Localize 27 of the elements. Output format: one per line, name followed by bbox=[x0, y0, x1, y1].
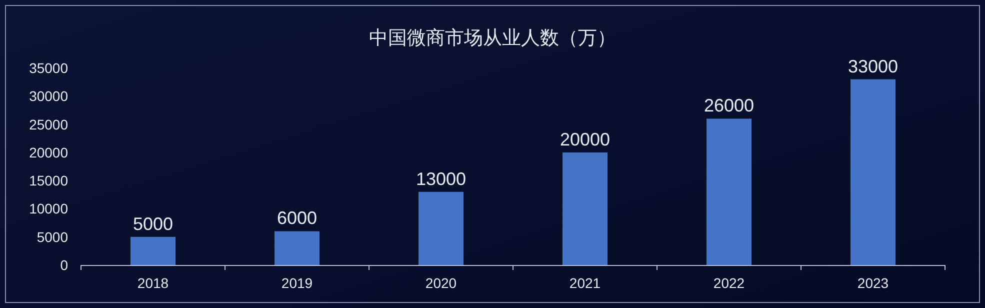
x-tick-label: 2019 bbox=[281, 275, 313, 291]
x-tick-label: 2022 bbox=[713, 275, 745, 291]
bar bbox=[850, 79, 896, 265]
y-tick-label: 25000 bbox=[29, 116, 68, 132]
x-tick-label: 2023 bbox=[857, 275, 889, 291]
x-tick-label: 2021 bbox=[569, 275, 601, 291]
data-label: 13000 bbox=[416, 168, 466, 189]
bar bbox=[418, 192, 464, 265]
bar bbox=[130, 236, 176, 265]
y-tick-label: 5000 bbox=[36, 228, 68, 245]
data-label: 6000 bbox=[276, 208, 318, 228]
y-tick-label: 20000 bbox=[29, 144, 68, 160]
data-label: 33000 bbox=[848, 56, 898, 76]
y-tick-label: 30000 bbox=[29, 88, 68, 104]
y-tick-label: 15000 bbox=[29, 172, 68, 189]
y-tick-label: 0 bbox=[60, 257, 68, 273]
x-tick-label: 2020 bbox=[425, 275, 457, 291]
data-label: 26000 bbox=[704, 96, 754, 116]
data-label: 5000 bbox=[132, 214, 174, 234]
y-tick-label: 35000 bbox=[29, 60, 68, 76]
x-tick-label: 2018 bbox=[137, 275, 169, 291]
bar bbox=[274, 231, 320, 265]
y-tick-label: 10000 bbox=[29, 200, 68, 217]
bar bbox=[706, 118, 752, 265]
data-label: 20000 bbox=[560, 129, 610, 150]
chart-title: 中国微商市场从业人数（万） bbox=[369, 27, 616, 49]
bar bbox=[562, 152, 608, 265]
